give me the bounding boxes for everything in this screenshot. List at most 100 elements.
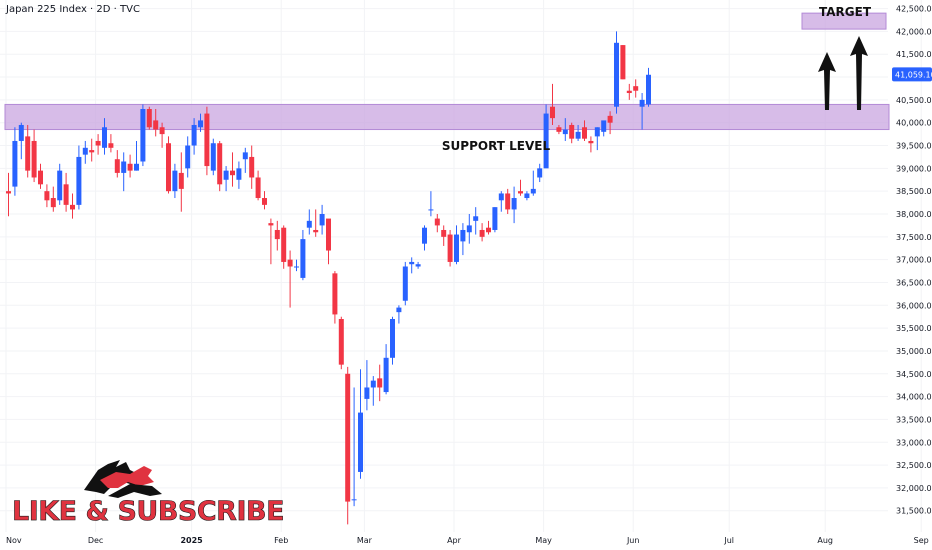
candle-body — [108, 143, 114, 148]
target-label: TARGET — [819, 5, 872, 19]
candle-body — [428, 209, 434, 211]
candle-body — [530, 188, 536, 194]
candle-body — [562, 129, 568, 135]
candle-body — [114, 159, 120, 173]
candle-body — [70, 204, 75, 210]
candle-body — [434, 218, 440, 226]
candle-body — [319, 214, 325, 226]
x-tick-label: Mar — [357, 536, 373, 545]
candle-body — [524, 193, 530, 199]
candle-body — [300, 239, 306, 278]
y-tick-label: 39,500.00 — [896, 142, 932, 151]
candle-body — [172, 170, 178, 192]
candle-body — [63, 184, 69, 205]
candle-body — [210, 143, 216, 171]
candle-body — [281, 227, 287, 262]
y-tick-label: 34,000.00 — [896, 393, 932, 402]
candle-body — [473, 216, 479, 221]
y-tick-label: 37,500.00 — [896, 233, 932, 242]
candle-body — [255, 177, 261, 199]
y-tick-label: 35,500.00 — [896, 324, 932, 333]
candle-body — [358, 412, 363, 472]
y-tick-label: 32,000.00 — [896, 484, 932, 493]
candle-body — [338, 319, 344, 365]
candle-body — [511, 198, 517, 210]
like-subscribe-text: LIKE & SUBSCRIBE — [12, 496, 285, 528]
candle-body — [262, 198, 267, 205]
y-tick-label: 38,500.00 — [896, 187, 932, 196]
y-tick-label: 32,500.00 — [896, 461, 932, 470]
x-tick-label: Sep — [914, 536, 929, 545]
candle-body — [409, 261, 415, 265]
candle-body — [556, 127, 562, 132]
y-tick-label: 34,500.00 — [896, 370, 932, 379]
candle-body — [38, 170, 43, 185]
candle-body — [127, 163, 133, 171]
y-tick-label: 31,500.00 — [896, 507, 932, 516]
candle-body — [198, 120, 203, 128]
x-tick-label: 2025 — [180, 536, 203, 545]
candle-body — [159, 127, 165, 135]
candle-body — [498, 193, 504, 201]
x-tick-label: May — [535, 536, 552, 545]
time-axis[interactable]: Nov Dec 2025 Feb Mar Apr May Jun Jul Aug Sep — [6, 536, 929, 545]
x-tick-label: Aug — [817, 536, 833, 545]
candle-body — [313, 229, 319, 233]
candle-body — [236, 168, 242, 180]
candle-body — [518, 191, 523, 194]
candle-body — [287, 259, 293, 267]
y-tick-label: 38,000.00 — [896, 210, 932, 219]
candle-body — [153, 120, 159, 130]
candle-body — [294, 266, 299, 268]
candle-body — [447, 234, 453, 262]
candle-body — [57, 170, 63, 201]
y-tick-label: 42,000.00 — [896, 27, 932, 36]
candle-body — [383, 357, 389, 393]
candle-body — [614, 42, 619, 107]
candle-body — [6, 191, 11, 194]
x-tick-label: Feb — [274, 536, 288, 545]
candle-body — [95, 140, 101, 146]
candle-body — [441, 229, 447, 237]
candle-body — [306, 220, 312, 228]
y-tick-label: 33,000.00 — [896, 438, 932, 447]
candle-body — [230, 170, 235, 176]
x-tick-label: Nov — [6, 536, 22, 545]
candle-body — [25, 136, 31, 171]
candle-body — [12, 140, 18, 187]
y-tick-label: 36,500.00 — [896, 278, 932, 287]
candle-body — [204, 113, 210, 167]
y-tick-label: 39,000.00 — [896, 164, 932, 173]
candle-body — [351, 499, 357, 501]
price-axis[interactable]: 31,500.00 32,000.00 32,500.00 33,000.00 33,5… — [896, 5, 932, 516]
candle-body — [460, 229, 466, 242]
support-level-label: SUPPORT LEVEL — [442, 139, 551, 153]
candle-body — [364, 387, 370, 399]
candle-body — [274, 229, 280, 240]
candle-body — [550, 106, 555, 119]
y-tick-label: 36,000.00 — [896, 301, 932, 310]
candle-body — [140, 109, 146, 162]
candle-body — [620, 45, 626, 80]
candle-body — [18, 124, 24, 141]
chart-title: Japan 225 Index · 2D · TVC — [6, 4, 140, 15]
x-tick-label: Jun — [626, 536, 640, 545]
up-arrow-icon — [850, 36, 868, 110]
candle-body — [575, 131, 581, 139]
candle-body — [345, 373, 351, 502]
y-tick-label: 35,000.00 — [896, 347, 932, 356]
candle-body — [31, 140, 37, 178]
candle-body — [332, 273, 338, 315]
target-zone — [801, 12, 887, 30]
candle-body — [626, 90, 632, 94]
candle-body — [44, 191, 50, 201]
candle-body — [396, 307, 402, 313]
y-tick-label: 40,000.00 — [896, 119, 932, 128]
candle-body — [326, 218, 331, 251]
last-price-value: 41,059.10 — [895, 70, 932, 79]
x-tick-label: Apr — [447, 536, 462, 545]
candle-body — [370, 380, 376, 388]
candle-body — [594, 127, 600, 137]
candle-body — [415, 264, 421, 267]
